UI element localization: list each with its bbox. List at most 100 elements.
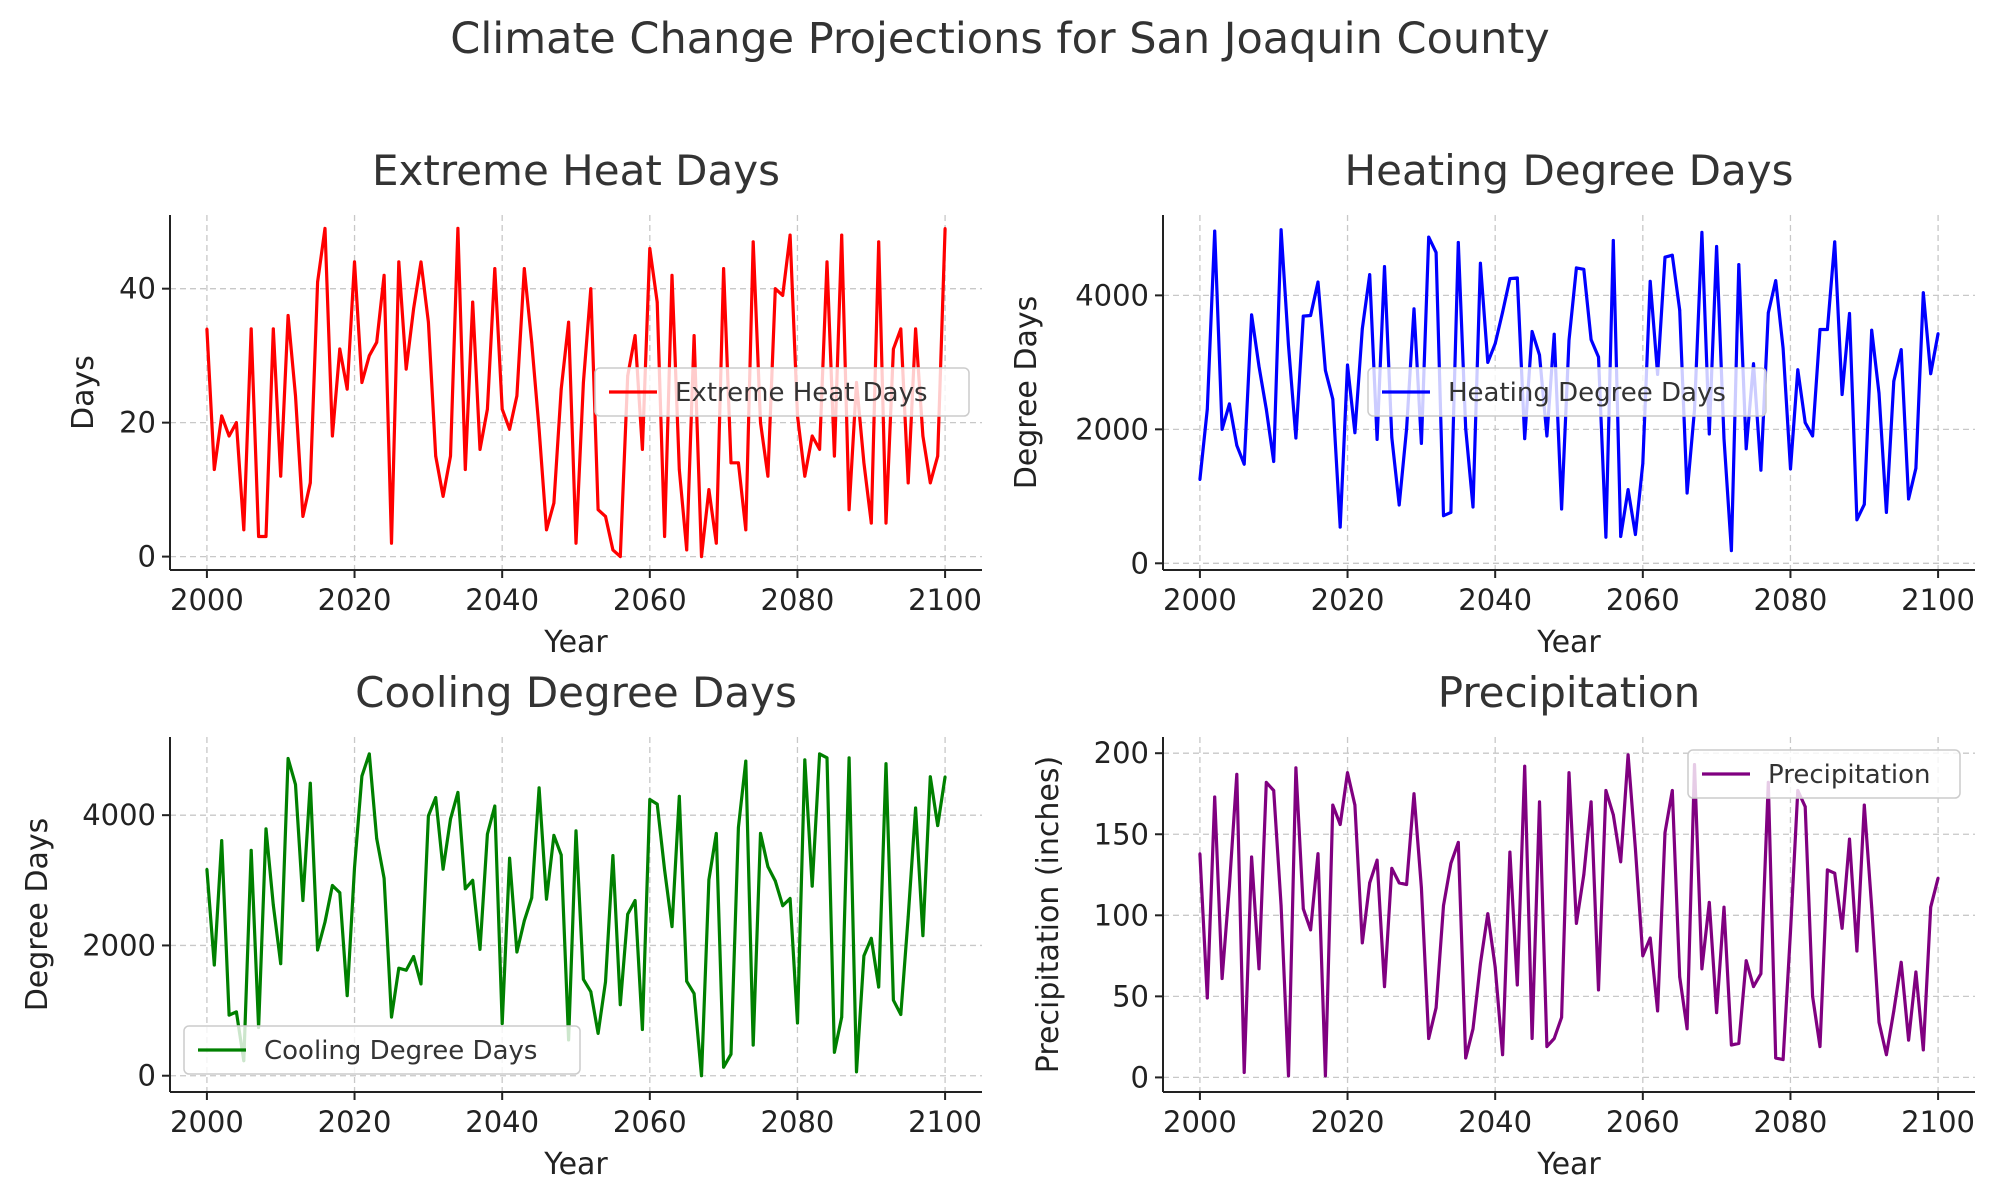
- panel-heating-degree-days-series-heating-degree-days-point: [1479, 261, 1482, 265]
- panel-cooling-degree-days-series-cooling-degree-days-point: [899, 1013, 903, 1016]
- panel-precipitation-series-precipitation-point: [1397, 881, 1401, 885]
- panel-precipitation-series-precipitation-point: [1929, 905, 1933, 909]
- panel-heating-degree-days-series-heating-degree-days-point: [1338, 525, 1342, 529]
- panel-extreme-heat-days-series-extreme-heat-days-points: [205, 226, 947, 559]
- panel-precipitation-series-precipitation-point: [1272, 789, 1276, 792]
- panel-heating-degree-days-series-heating-degree-days-point: [1907, 497, 1910, 501]
- panel-cooling-degree-days-series-cooling-degree-days-point: [530, 896, 534, 900]
- panel-precipitation-x-tick-label: 2000: [1163, 1105, 1237, 1139]
- panel-cooling-degree-days-series-cooling-degree-days-point: [744, 759, 748, 763]
- panel-precipitation-legend: Precipitation: [1687, 749, 1961, 799]
- panel-precipitation-series-precipitation-point: [1390, 866, 1394, 870]
- panel-extreme-heat-days-x-tick-label: 2080: [761, 583, 835, 617]
- panel-extreme-heat-days-series-extreme-heat-days-point: [235, 421, 238, 425]
- panel-precipitation-series-precipitation-point: [1825, 868, 1829, 872]
- panel-heating-degree-days-series-heating-degree-days-point: [1589, 338, 1593, 341]
- panel-heating-degree-days-series-heating-degree-days-point: [1301, 314, 1305, 318]
- panel-heating-degree-days-series-heating-degree-days-point: [1670, 253, 1674, 257]
- panel-extreme-heat-days-series-extreme-heat-days-point: [463, 468, 467, 471]
- panel-precipitation-series-precipitation-point: [1877, 1020, 1881, 1024]
- panel-cooling-degree-days-series-cooling-degree-days-point: [345, 994, 349, 997]
- panel-extreme-heat-days-x-tick-label: 2040: [465, 583, 539, 617]
- panel-heating-degree-days-legend-box: [1367, 367, 1767, 417]
- panel-heating-degree-days-series-heating-degree-days-point: [1818, 328, 1822, 331]
- panel-heating-degree-days-series-heating-degree-days-point: [1899, 348, 1903, 352]
- panel-heating-degree-days-series-heating-degree-days-point: [1796, 368, 1800, 372]
- panel-extreme-heat-days-series-extreme-heat-days-point: [714, 541, 718, 545]
- panel-heating-degree-days-series-heating-degree-days-point: [1523, 437, 1527, 441]
- panel-extreme-heat-days-series-extreme-heat-days-point: [279, 474, 283, 478]
- panel-extreme-heat-days-series-extreme-heat-days-point: [478, 448, 482, 451]
- panel-heating-degree-days-series-heating-degree-days-point: [1397, 503, 1401, 507]
- panel-extreme-heat-days-series-extreme-heat-days-point: [493, 267, 497, 270]
- panel-heating-degree-days-series-heating-degree-days-point: [1272, 460, 1276, 463]
- panel-heating-degree-days-series-heating-degree-days-point: [1766, 311, 1770, 315]
- panel-precipitation-series-precipitation-point: [1419, 886, 1423, 890]
- panel-extreme-heat-days-series-extreme-heat-days-point: [404, 367, 408, 371]
- panel-extreme-heat-days-series-extreme-heat-days-point: [360, 381, 364, 384]
- panel-extreme-heat-days-series-extreme-heat-days-point: [212, 468, 216, 471]
- panel-heating-degree-days-series-heating-degree-days-point: [1707, 432, 1711, 436]
- panel-extreme-heat-days-series-extreme-heat-days-point: [943, 226, 947, 230]
- panel-cooling-degree-days-series-cooling-degree-days-point: [375, 837, 379, 841]
- panel-heating-degree-days-series-heating-degree-days-point: [1213, 229, 1217, 233]
- panel-extreme-heat-days-series-extreme-heat-days-point: [803, 474, 807, 478]
- panel-extreme-heat-days-series-extreme-heat-days-point: [382, 273, 386, 277]
- panel-extreme-heat-days-series-extreme-heat-days-point: [589, 287, 593, 291]
- panel-heating-degree-days-series-heating-degree-days-point: [1279, 228, 1283, 232]
- panel-precipitation-x-tick-label: 2020: [1311, 1105, 1385, 1139]
- panel-cooling-degree-days-series-cooling-degree-days-point: [426, 814, 430, 818]
- panel-extreme-heat-days-series-extreme-heat-days-point: [766, 474, 770, 478]
- panel-heating-degree-days-series-heating-degree-days-point: [1870, 328, 1874, 332]
- panel-precipitation: Precipitation 2000 2020 2040 2060 2080 2100 0 50…: [1031, 668, 1975, 1182]
- panel-cooling-degree-days-series-cooling-degree-days-point: [914, 806, 917, 810]
- panel-heating-degree-days-series-heating-degree-days-point: [1626, 488, 1630, 492]
- panel-cooling-degree-days-series-cooling-degree-days-point: [781, 904, 785, 908]
- panel-cooling-degree-days-series-cooling-degree-days-point: [589, 990, 593, 994]
- panel-cooling-degree-days-series-cooling-degree-days-point: [832, 1050, 836, 1054]
- panel-extreme-heat-days-series-extreme-heat-days-point: [508, 427, 511, 431]
- panel-heating-degree-days-series-heating-degree-days-point: [1508, 277, 1512, 281]
- panel-extreme-heat-days-series-extreme-heat-days-point: [500, 407, 504, 411]
- panel-precipitation-series-precipitation-point: [1493, 965, 1497, 969]
- panel-precipitation-series-precipitation-point: [1368, 881, 1372, 885]
- panel-heating-degree-days-legend-label: Heating Degree Days: [1448, 378, 1726, 408]
- panel-heating-degree-days-series-heating-degree-days-point: [1634, 533, 1637, 536]
- panel-precipitation-y-tick-label: 0: [1131, 1060, 1149, 1094]
- panel-heating-degree-days-x-tick-label: 2080: [1754, 583, 1828, 617]
- panel-precipitation-series-precipitation-point: [1279, 904, 1283, 907]
- panel-precipitation-series-precipitation-point: [1634, 847, 1637, 851]
- panel-extreme-heat-days-series-extreme-heat-days-point: [471, 300, 475, 304]
- panel-heating-degree-days-series-heating-degree-days-point: [1198, 478, 1202, 481]
- panel-cooling-degree-days-series-cooling-degree-days-point: [759, 832, 762, 835]
- panel-precipitation-series-precipitation-point: [1257, 967, 1261, 971]
- panel-heating-degree-days-series-heating-degree-days-point: [1685, 491, 1689, 495]
- panel-heating-degree-days-series-heating-degree-days-point: [1803, 421, 1807, 425]
- panel-precipitation-series-precipitation-point: [1449, 862, 1453, 865]
- panel-precipitation-series-precipitation-point: [1818, 1045, 1822, 1049]
- panel-cooling-degree-days-series-cooling-degree-days-point: [928, 775, 932, 779]
- panel-precipitation-series-precipitation-point: [1405, 883, 1408, 886]
- panel-precipitation-series-precipitation-point: [1471, 1027, 1475, 1031]
- panel-heating-degree-days-series-heating-degree-days-point: [1486, 360, 1490, 364]
- panel-cooling-degree-days-series-cooling-degree-days-point: [308, 781, 312, 785]
- panel-extreme-heat-days-series-extreme-heat-days-point: [338, 347, 342, 351]
- panel-extreme-heat-days-y-tick-label: 0: [138, 540, 156, 574]
- panel-extreme-heat-days-series-extreme-heat-days-point: [375, 340, 379, 344]
- panel-extreme-heat-days-x-axis-label: Year: [543, 625, 608, 660]
- panel-cooling-degree-days-series-cooling-degree-days-point: [463, 887, 467, 891]
- panel-extreme-heat-days-legend-box: [594, 367, 970, 417]
- panel-cooling-degree-days-y-axis-label: Degree Days: [20, 818, 55, 1012]
- panel-heating-degree-days-series-heating-degree-days-point: [1774, 279, 1778, 283]
- panel-precipitation-series-precipitation-point: [1242, 1071, 1246, 1074]
- panel-heating-degree-days-series-heating-degree-days-point: [1294, 436, 1298, 440]
- panel-precipitation-y-axis-label: Precipitation (inches): [1031, 756, 1066, 1073]
- panel-precipitation-series-precipitation-point: [1774, 1056, 1778, 1060]
- panel-cooling-degree-days-series-cooling-degree-days-point: [840, 1015, 844, 1019]
- panel-heating-degree-days-series-heating-degree-days-point: [1597, 355, 1600, 359]
- panel-extreme-heat-days-series-extreme-heat-days-point: [832, 454, 836, 458]
- panel-precipitation-series-precipitation-point: [1921, 1048, 1925, 1052]
- panel-precipitation-series-precipitation-point: [1486, 912, 1490, 916]
- panel-heating-degree-days-series-heating-degree-days-point: [1235, 444, 1239, 447]
- panel-heating-degree-days-series-heating-degree-days-point: [1929, 372, 1933, 376]
